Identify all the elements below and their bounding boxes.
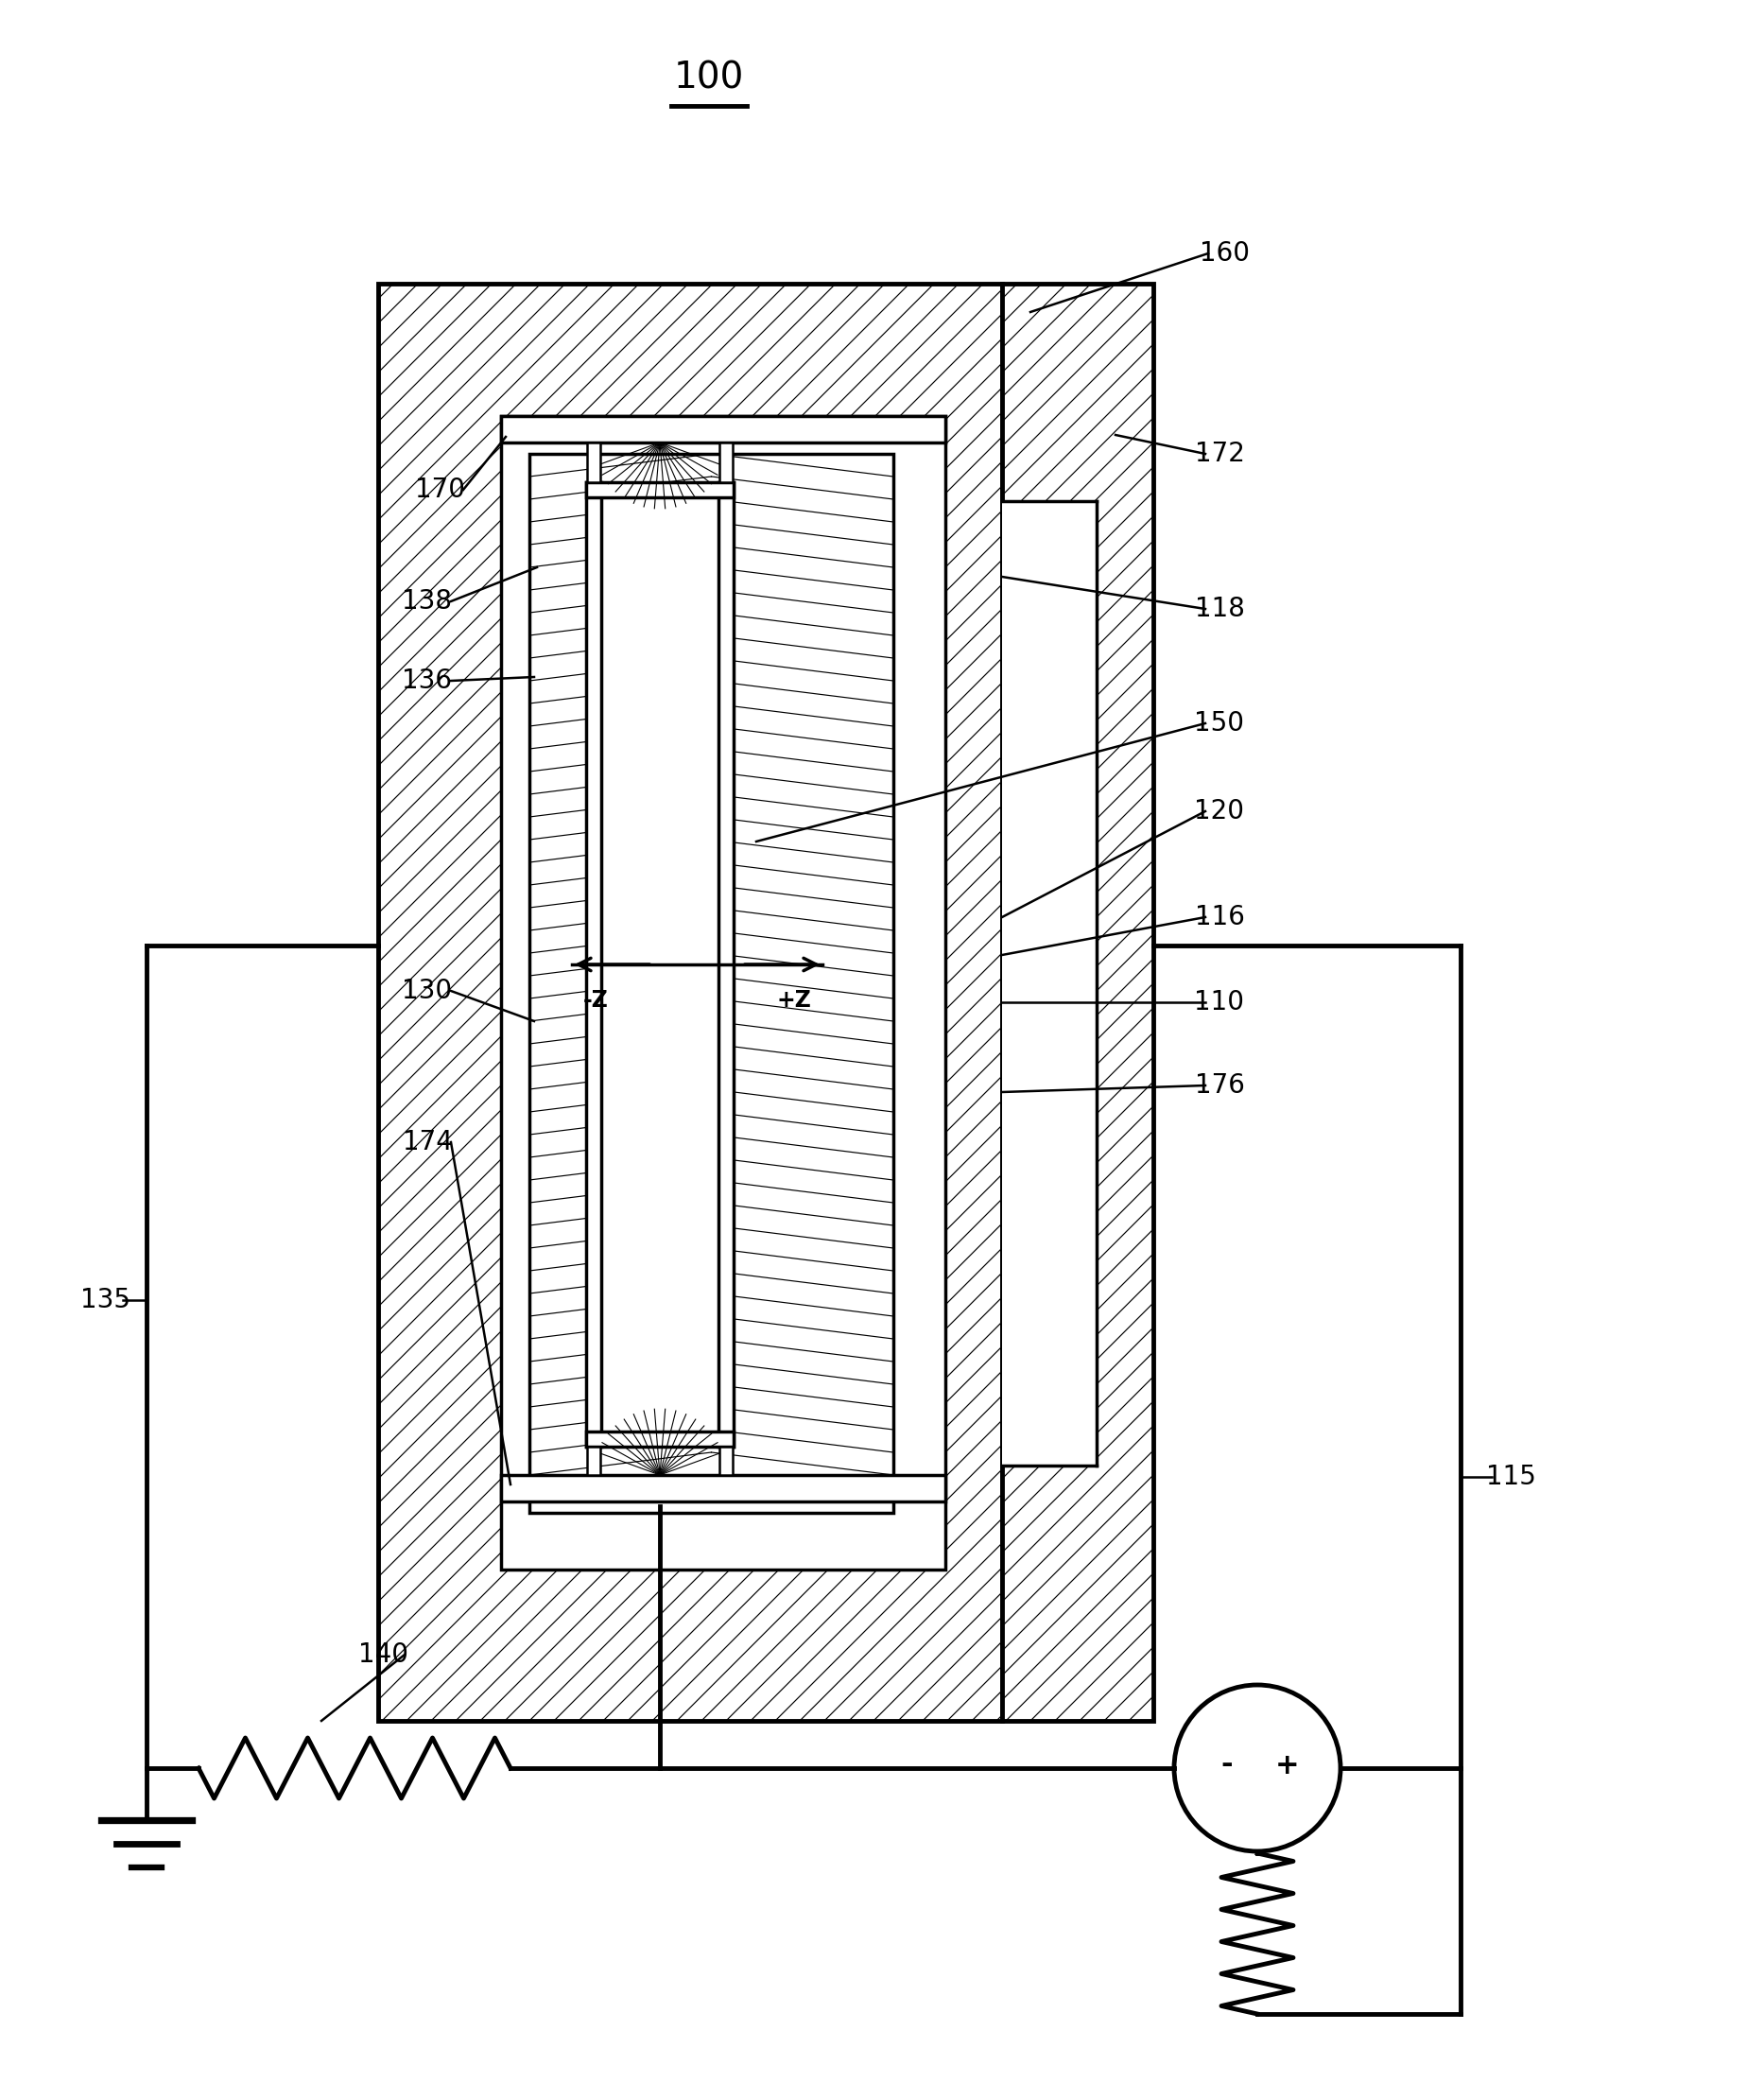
Text: 136: 136 bbox=[402, 668, 452, 693]
Bar bbox=[501, 416, 946, 443]
Bar bbox=[586, 483, 734, 498]
Bar bbox=[501, 416, 946, 1569]
Text: 115: 115 bbox=[1485, 1464, 1536, 1491]
Text: 130: 130 bbox=[402, 979, 452, 1004]
Text: +Z: +Z bbox=[776, 989, 811, 1012]
Bar bbox=[587, 443, 600, 483]
Bar bbox=[501, 1474, 946, 1502]
Bar bbox=[501, 416, 946, 443]
Text: 100: 100 bbox=[674, 59, 744, 94]
Bar bbox=[586, 483, 602, 1447]
Text: +: + bbox=[1275, 1751, 1300, 1779]
Bar bbox=[720, 1447, 732, 1474]
Text: 172: 172 bbox=[1194, 441, 1244, 466]
Text: -: - bbox=[1221, 1751, 1233, 1779]
Bar bbox=[377, 284, 1002, 1720]
Text: 140: 140 bbox=[358, 1642, 407, 1667]
Bar bbox=[501, 416, 946, 1569]
Text: 138: 138 bbox=[402, 588, 452, 615]
Bar bbox=[1002, 502, 1097, 1466]
Text: 170: 170 bbox=[415, 477, 464, 504]
Bar bbox=[501, 1474, 946, 1502]
Bar bbox=[529, 454, 893, 1512]
Bar bbox=[602, 498, 718, 1447]
Bar bbox=[720, 443, 732, 483]
Text: 116: 116 bbox=[1194, 903, 1244, 930]
Text: 118: 118 bbox=[1194, 596, 1244, 622]
Bar bbox=[586, 1432, 734, 1447]
Bar bbox=[718, 483, 734, 1447]
Bar bbox=[587, 1447, 600, 1474]
Text: -Z: -Z bbox=[584, 989, 609, 1012]
Text: 110: 110 bbox=[1194, 989, 1245, 1016]
Text: 160: 160 bbox=[1200, 239, 1249, 267]
Text: 174: 174 bbox=[402, 1130, 452, 1155]
Bar bbox=[1002, 284, 1154, 1720]
Text: 176: 176 bbox=[1194, 1073, 1244, 1098]
Text: 150: 150 bbox=[1194, 710, 1245, 737]
Text: 120: 120 bbox=[1194, 798, 1245, 825]
Text: 135: 135 bbox=[81, 1287, 131, 1312]
